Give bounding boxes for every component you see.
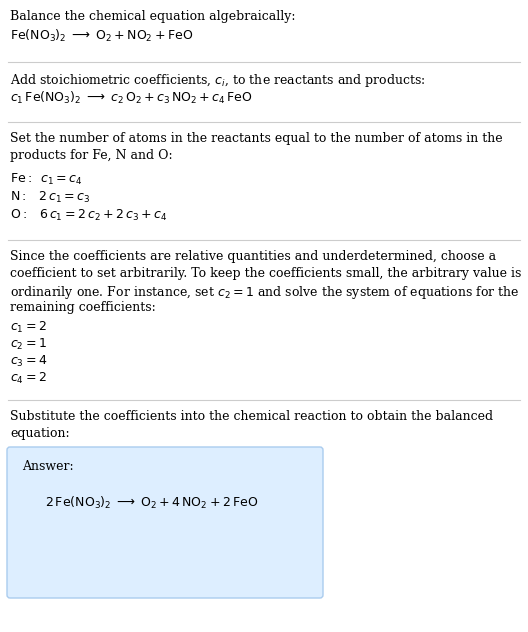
Text: $c_1 = 2$: $c_1 = 2$ xyxy=(10,320,47,335)
Text: Since the coefficients are relative quantities and underdetermined, choose a: Since the coefficients are relative quan… xyxy=(10,250,496,263)
Text: equation:: equation: xyxy=(10,427,70,440)
Text: Balance the chemical equation algebraically:: Balance the chemical equation algebraica… xyxy=(10,10,296,23)
Text: products for Fe, N and O:: products for Fe, N and O: xyxy=(10,149,173,162)
Text: ordinarily one. For instance, set $c_2 = 1$ and solve the system of equations fo: ordinarily one. For instance, set $c_2 =… xyxy=(10,284,520,301)
Text: remaining coefficients:: remaining coefficients: xyxy=(10,301,156,314)
Text: $2\,\mathrm{Fe(NO_3)_2}\;\longrightarrow\;\mathrm{O_2} + 4\,\mathrm{NO_2} + 2\,\: $2\,\mathrm{Fe(NO_3)_2}\;\longrightarrow… xyxy=(45,495,258,511)
Text: $\mathrm{O:}\;\;\;6\,c_1 = 2\,c_2 + 2\,c_3 + c_4$: $\mathrm{O:}\;\;\;6\,c_1 = 2\,c_2 + 2\,c… xyxy=(10,208,167,223)
Text: $c_4 = 2$: $c_4 = 2$ xyxy=(10,371,47,386)
Text: Substitute the coefficients into the chemical reaction to obtain the balanced: Substitute the coefficients into the che… xyxy=(10,410,493,423)
Text: $\mathrm{Fe:}\;\;c_1 = c_4$: $\mathrm{Fe:}\;\;c_1 = c_4$ xyxy=(10,172,83,187)
Text: Answer:: Answer: xyxy=(22,460,73,473)
FancyBboxPatch shape xyxy=(7,447,323,598)
Text: coefficient to set arbitrarily. To keep the coefficients small, the arbitrary va: coefficient to set arbitrarily. To keep … xyxy=(10,267,521,280)
Text: $c_2 = 1$: $c_2 = 1$ xyxy=(10,337,47,352)
Text: $\mathrm{Fe(NO_3)_2}\;\longrightarrow\;\mathrm{O_2 + NO_2 + FeO}$: $\mathrm{Fe(NO_3)_2}\;\longrightarrow\;\… xyxy=(10,28,193,44)
Text: $c_1\,\mathrm{Fe(NO_3)_2}\;\longrightarrow\;c_2\,\mathrm{O_2} + c_3\,\mathrm{NO_: $c_1\,\mathrm{Fe(NO_3)_2}\;\longrightarr… xyxy=(10,90,252,106)
Text: Set the number of atoms in the reactants equal to the number of atoms in the: Set the number of atoms in the reactants… xyxy=(10,132,503,145)
Text: $\mathrm{N:}\;\;\;2\,c_1 = c_3$: $\mathrm{N:}\;\;\;2\,c_1 = c_3$ xyxy=(10,190,90,205)
Text: Add stoichiometric coefficients, $c_i$, to the reactants and products:: Add stoichiometric coefficients, $c_i$, … xyxy=(10,72,426,89)
Text: $c_3 = 4$: $c_3 = 4$ xyxy=(10,354,48,369)
